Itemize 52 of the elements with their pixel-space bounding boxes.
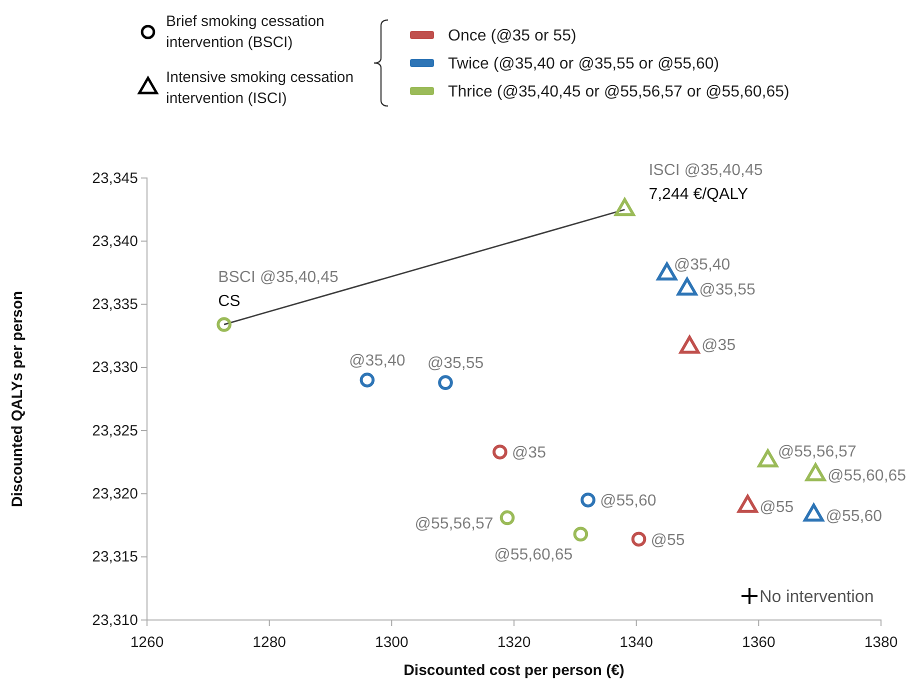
x-tick-label: 1360 xyxy=(742,634,776,651)
legend-label: Twice (@35,40 or @35,55 or @55,60) xyxy=(448,56,720,73)
y-tick-label: 23,345 xyxy=(92,170,138,187)
y-tick-label: 23,310 xyxy=(92,612,138,629)
annotation: @55,56,57 xyxy=(414,515,494,532)
point xyxy=(614,198,635,216)
point xyxy=(679,336,700,354)
annotation: @35,55 xyxy=(699,282,756,299)
y-tick-label: 23,320 xyxy=(92,486,138,503)
x-tick-label: 1380 xyxy=(864,634,898,651)
y-tick-label: 23,335 xyxy=(92,296,138,314)
annotation: @35 xyxy=(702,336,736,354)
annotation: @55 xyxy=(760,498,794,516)
x-tick-label: 1300 xyxy=(374,634,408,651)
point xyxy=(740,587,758,606)
annotation: @55,60 xyxy=(600,492,656,510)
point xyxy=(360,372,375,388)
annotation: @55,60,65 xyxy=(494,546,573,564)
annotation: @55,56,57 xyxy=(778,443,856,460)
annotation: @55 xyxy=(650,532,685,549)
point xyxy=(492,444,508,460)
annotation: ISCI @35,40,45 xyxy=(648,162,763,180)
annotation: @35,40 xyxy=(674,256,730,274)
y-tick-label: 23,340 xyxy=(92,232,138,250)
text: Intensive smoking cessation intervention (ISCI) xyxy=(166,69,354,107)
point xyxy=(500,510,515,526)
x-tick-label: 1260 xyxy=(130,634,164,651)
annotation: @35,40 xyxy=(349,352,406,370)
series-label: No intervention xyxy=(759,586,874,606)
point xyxy=(676,278,698,296)
annotation: 7,244 €/QALY xyxy=(648,186,748,204)
legend-label: Thrice (@35,40,45 or @55,56,57 or @55,60,65) xyxy=(448,84,790,101)
x-tick-label: 1340 xyxy=(620,634,654,651)
annotation: @35 xyxy=(512,444,546,462)
annotation: @35,55 xyxy=(427,355,484,372)
y-axis-title: Discounted QALYs per person xyxy=(9,290,26,508)
x-tick-label: 1320 xyxy=(497,634,531,651)
annotation: @55,60 xyxy=(826,508,882,525)
annotation: BSCI @35,40,45 xyxy=(218,269,338,286)
legend-label: Once (@35 or 55) xyxy=(448,28,576,45)
y-tick-label: 23,330 xyxy=(92,359,138,376)
annotation: CS xyxy=(218,293,240,310)
annotation: @55,60,65 xyxy=(828,467,906,484)
y-tick-label: 23,315 xyxy=(92,548,138,566)
point xyxy=(631,532,646,547)
x-tick-label: 1280 xyxy=(252,634,286,651)
y-tick-label: 23,325 xyxy=(92,422,138,440)
point xyxy=(573,526,588,542)
text: Brief smoking cessation intervention (BSCI) xyxy=(166,13,324,51)
point xyxy=(438,375,453,390)
x-axis-title: Discounted cost per person (€) xyxy=(404,662,624,679)
point xyxy=(580,492,596,508)
